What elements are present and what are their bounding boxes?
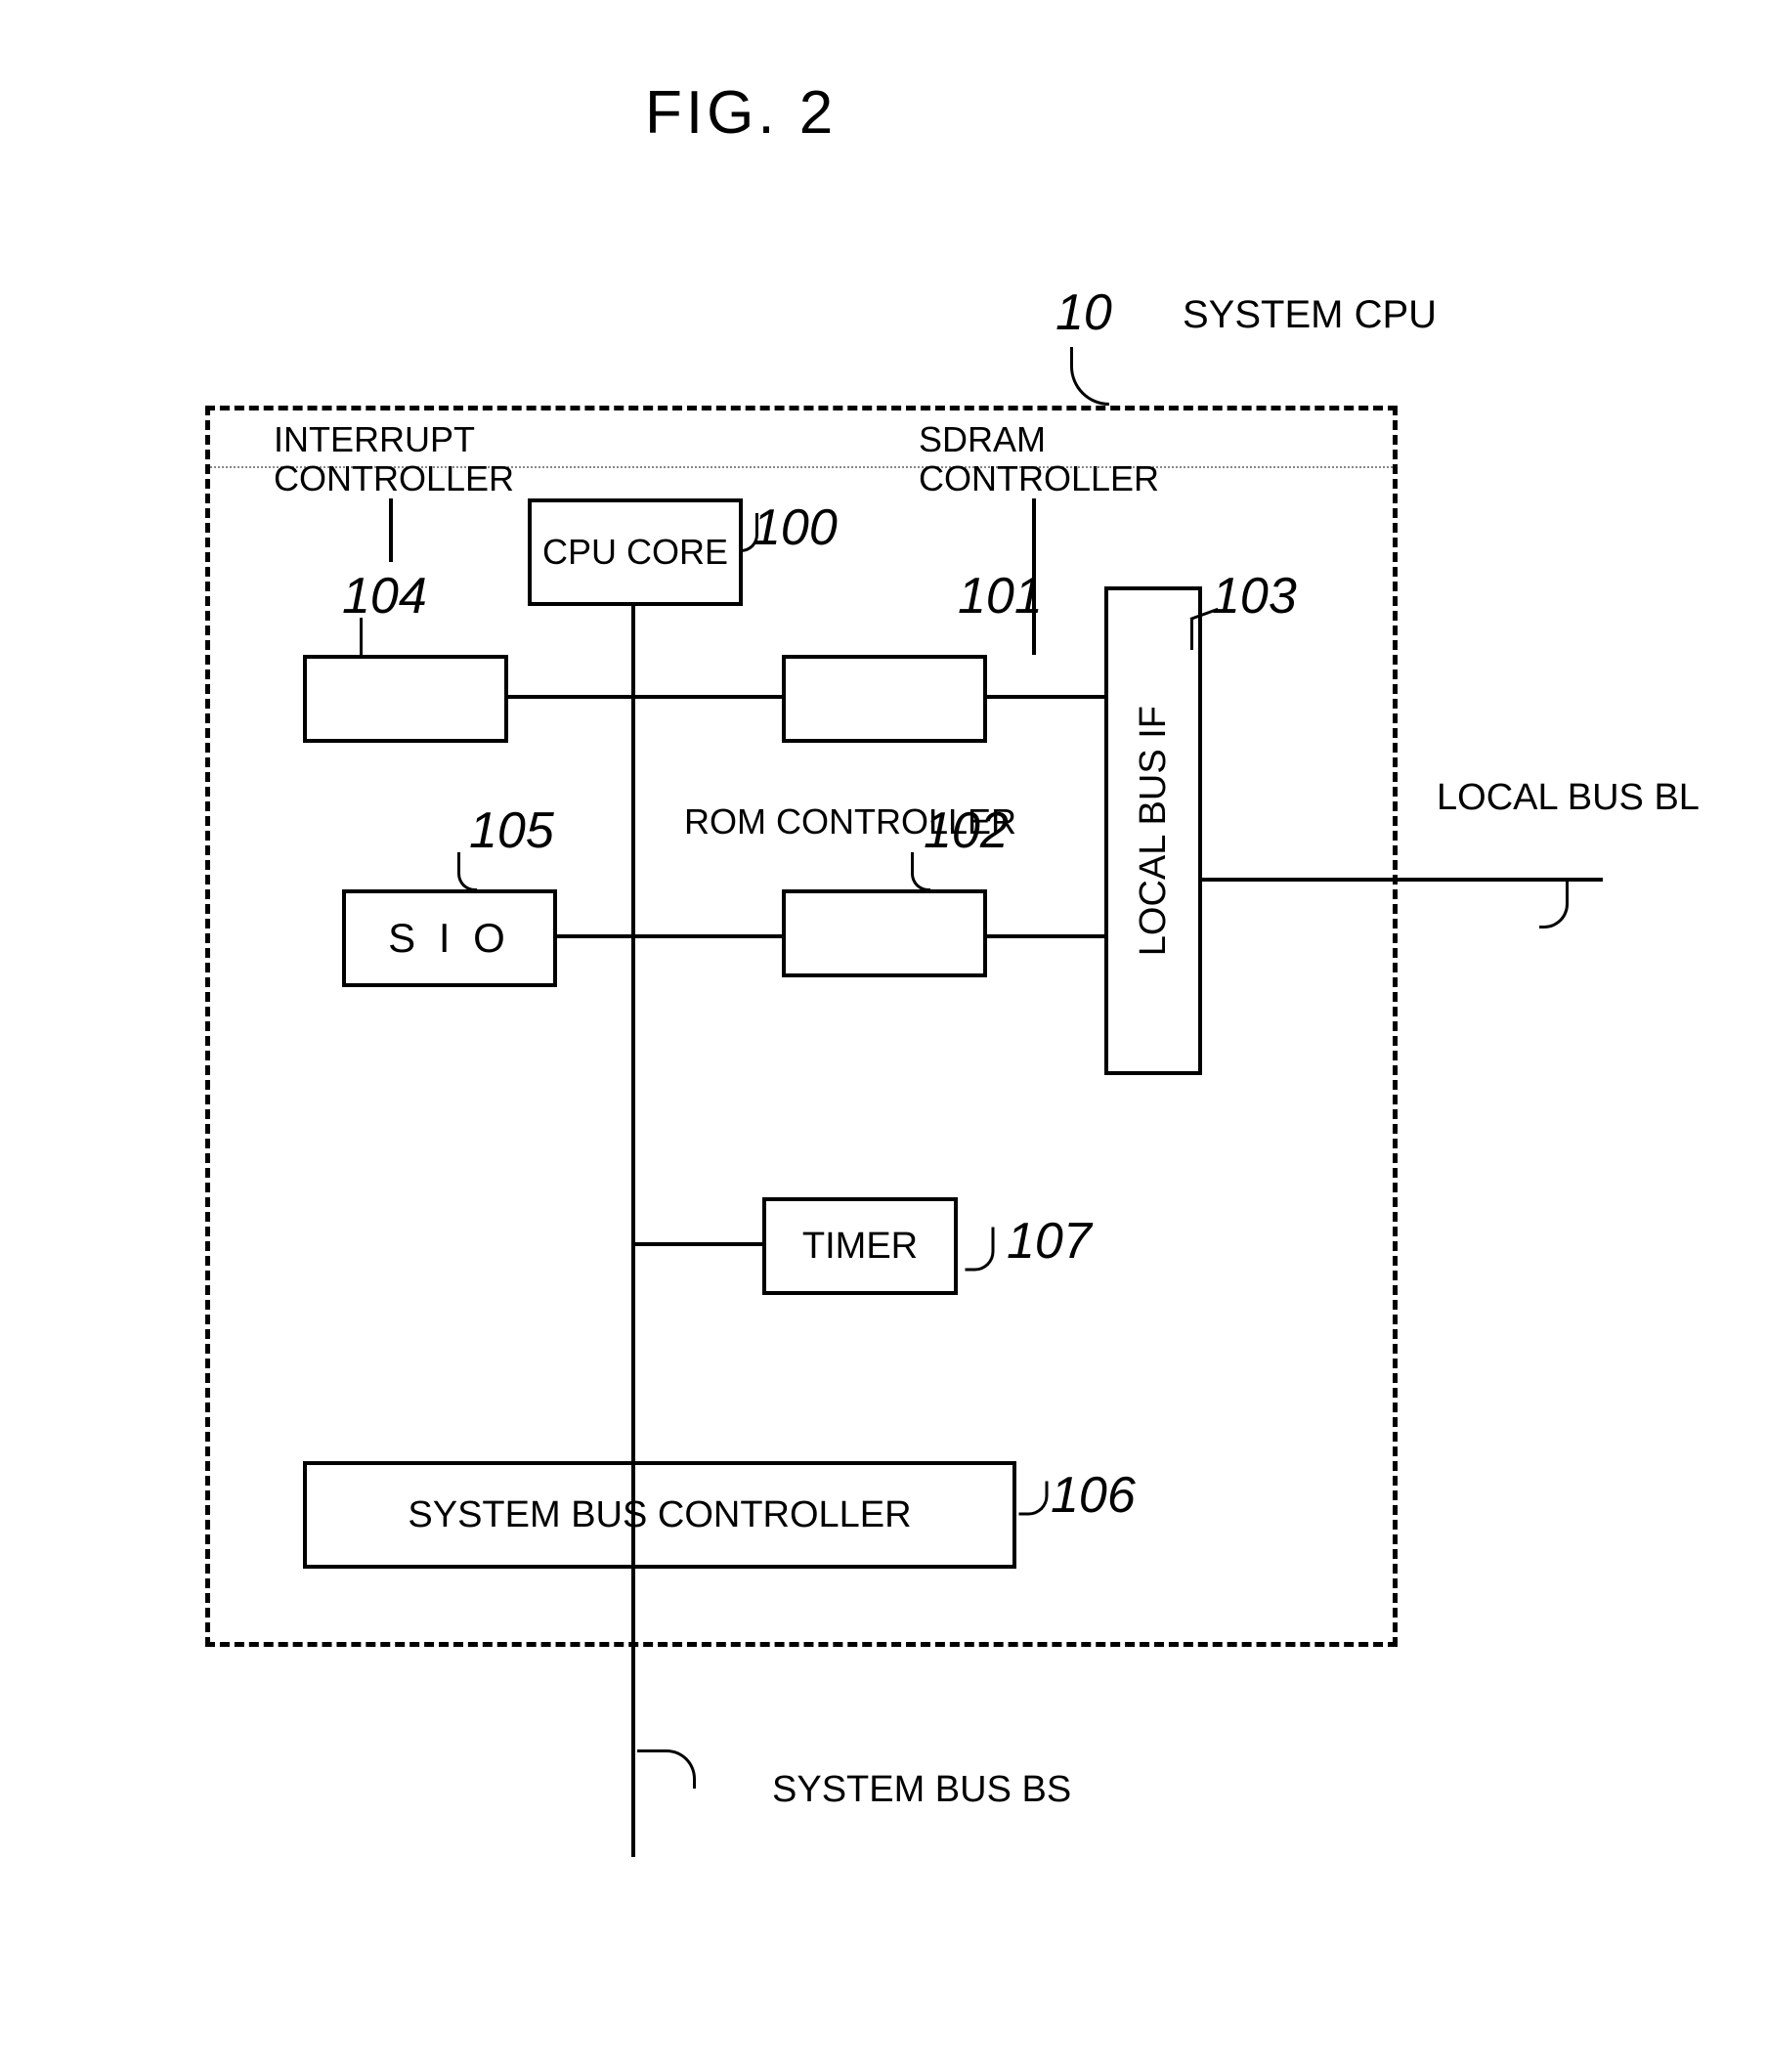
ref-101: 101 (958, 567, 1043, 626)
rom-controller-box (782, 889, 987, 977)
ref-107: 107 (1007, 1212, 1092, 1271)
sdram-controller-label: SDRAMCONTROLLER (919, 420, 1159, 498)
system-bus-label: SYSTEM BUS BS (772, 1769, 1071, 1811)
leader-103a (1190, 618, 1220, 650)
interrupt-controller-box (303, 655, 508, 743)
system-bus-controller-box: SYSTEM BUS CONTROLLER (303, 1461, 1016, 1569)
edge-sdram-localif (987, 695, 1104, 699)
timer-box: TIMER (762, 1197, 958, 1295)
edge-sio-bus (557, 934, 635, 938)
outer-ref-leader (1070, 347, 1109, 406)
ref-106: 106 (1051, 1466, 1136, 1525)
local-bus-if-box: LOCAL BUS IF (1104, 586, 1202, 1075)
local-bus-label: LOCAL BUS BL (1437, 777, 1700, 819)
ref-100: 100 (753, 498, 838, 557)
local-bus-hook (1539, 880, 1569, 928)
interrupt-controller-label: INTERRUPTCONTROLLER (274, 420, 514, 498)
edge-interrupt-bus (508, 695, 635, 699)
system-bus-hook (637, 1749, 696, 1789)
figure-title: FIG. 2 (645, 78, 837, 148)
outer-ref: 10 (1055, 283, 1112, 342)
ref-103: 103 (1212, 567, 1297, 626)
sio-box: S I O (342, 889, 557, 987)
edge-bus-timer (635, 1242, 762, 1246)
ref-104: 104 (342, 567, 427, 626)
main-bus-vertical (631, 606, 635, 1857)
edge-rom-localif (987, 934, 1104, 938)
edge-bus-rom (635, 934, 782, 938)
leader-104 (360, 618, 379, 655)
diagram-canvas: FIG. 2 10 SYSTEM CPU CPU CORE LOCAL BUS IF S … (0, 0, 1766, 2072)
local-bus-if-label: LOCAL BUS IF (1133, 706, 1175, 956)
sdram-controller-box (782, 655, 987, 743)
cpu-core-box: CPU CORE (528, 498, 743, 606)
outer-label: SYSTEM CPU (1183, 293, 1437, 337)
ref-105: 105 (469, 801, 554, 860)
ref-102: 102 (924, 801, 1009, 860)
edge-bus-sdram (635, 695, 782, 699)
leader-int-label (389, 498, 393, 562)
leader-sdram-label (1032, 498, 1036, 655)
